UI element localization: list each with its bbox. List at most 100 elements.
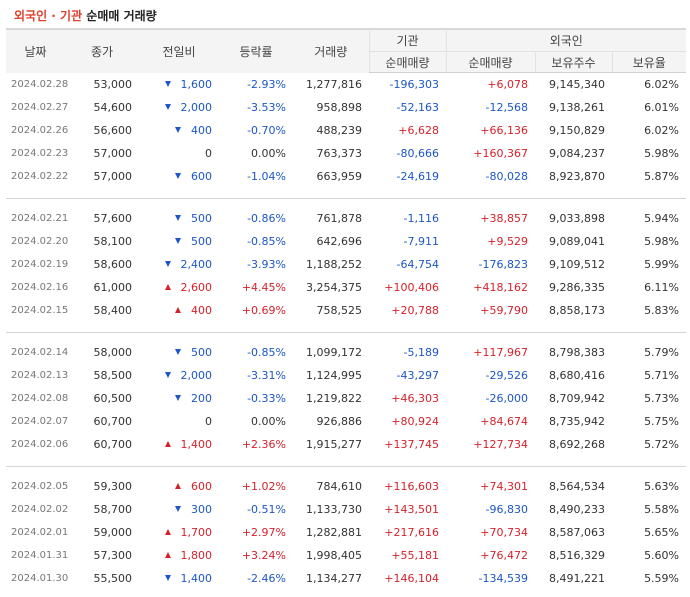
table-header: 날짜 종가 전일비 등락률 거래량 기관 외국인 순매매량 순매매량 보유주수 … [6,28,687,73]
cell-foreign-ratio: 5.99% [644,258,680,271]
cell-foreign-holdings: 9,109,512 [549,258,605,271]
table-row: 2024.02.01 59,000 1,700 +2.97% 1,282,881 +217… [6,521,686,544]
group-spacer [6,322,686,333]
cell-diff: 500 [139,230,219,253]
cell-diff: 400 [139,299,219,322]
cell-foreign-holdings: 9,138,261 [549,101,605,114]
cell-volume: 763,373 [316,147,363,160]
cell-foreign-holdings: 8,587,063 [549,526,605,539]
down-triangle-icon [175,173,181,179]
cell-foreign-net: -96,830 [485,503,528,516]
cell-foreign-holdings: 9,150,829 [549,124,605,137]
cell-diff: 2,000 [139,364,219,387]
cell-institution-net: +116,603 [384,480,439,493]
cell-institution-net: -52,163 [396,101,439,114]
cell-foreign-ratio: 5.79% [644,346,680,359]
cell-close: 57,000 [93,147,133,160]
header-rate: 등락률 [219,28,293,73]
cell-institution-net: -7,911 [403,235,439,248]
cell-date: 2024.02.21 [11,213,69,224]
cell-foreign-ratio: 6.02% [644,78,680,91]
table-body: 2024.02.28 53,000 1,600 -2.93% 1,277,816 -196… [6,73,687,591]
cell-foreign-net: +160,367 [473,147,528,160]
group-divider [6,198,687,199]
header-date: 날짜 [6,28,65,73]
cell-institution-net: +80,924 [391,415,439,428]
cell-date: 2024.02.26 [11,125,69,136]
table-row: 2024.02.23 57,000 0 0.00% 763,373 -80,666 +160… [6,142,686,165]
cell-diff: 500 [139,341,219,364]
cell-foreign-net: -134,539 [478,572,528,585]
cell-date: 2024.02.15 [11,305,69,316]
group-spacer [6,199,686,207]
cell-date: 2024.02.05 [11,481,69,492]
group-spacer [6,467,686,475]
cell-diff-value: 300 [191,503,212,516]
cell-close: 60,700 [93,415,133,428]
cell-institution-net: +146,104 [384,572,439,585]
down-triangle-icon [175,238,181,244]
cell-rate: +4.45% [241,281,286,294]
table-row: 2024.02.28 53,000 1,600 -2.93% 1,277,816 -196… [6,73,686,97]
cell-date: 2024.02.01 [11,527,69,538]
cell-rate: +1.02% [241,480,286,493]
cell-date: 2024.02.08 [11,393,69,404]
cell-foreign-holdings: 8,491,221 [549,572,605,585]
cell-foreign-holdings: 9,033,898 [549,212,605,225]
cell-foreign-holdings: 8,858,173 [549,304,605,317]
cell-foreign-net: +127,734 [473,438,528,451]
cell-rate: +0.69% [241,304,286,317]
cell-rate: -3.31% [247,369,286,382]
cell-diff-value: 1,700 [180,526,213,539]
cell-diff: 300 [139,498,219,521]
group-divider [6,466,687,467]
cell-volume: 663,959 [316,170,363,183]
down-triangle-icon [164,575,171,581]
cell-foreign-holdings: 8,490,233 [549,503,605,516]
cell-foreign-net: -80,028 [485,170,528,183]
down-triangle-icon [164,261,171,267]
header-foreign-group: 외국인 [445,28,687,52]
cell-close: 58,400 [93,304,133,317]
cell-foreign-ratio: 5.75% [644,415,680,428]
down-triangle-icon [164,80,171,87]
cell-foreign-net: +74,301 [480,480,528,493]
header-foreign-ratio: 보유율 [611,51,687,73]
cell-volume: 488,239 [316,124,363,137]
cell-foreign-holdings: 8,516,329 [549,549,605,562]
cell-diff-value: 0 [205,147,212,160]
cell-rate: +3.24% [241,549,286,562]
cell-diff-value: 2,000 [180,369,213,382]
cell-foreign-ratio: 6.01% [644,101,680,114]
table-row: 2024.02.20 58,100 500 -0.85% 642,696 -7,911 +9… [6,230,686,253]
cell-close: 55,500 [93,572,133,585]
cell-institution-net: -1,116 [403,212,439,225]
table-row: 2024.02.27 54,600 2,000 -3.53% 958,898 -52,16… [6,96,686,119]
cell-close: 60,700 [93,438,133,451]
cell-volume: 784,610 [316,480,363,493]
cell-rate: -2.93% [247,77,286,91]
cell-volume: 926,886 [316,415,363,428]
cell-diff-value: 1,600 [180,77,213,91]
header-foreign-holdings: 보유주수 [534,51,612,73]
table-row: 2024.02.02 58,700 300 -0.51% 1,133,730 +143,5… [6,498,686,521]
table-row: 2024.02.13 58,500 2,000 -3.31% 1,124,995 -43,… [6,364,686,387]
table-row: 2024.02.26 56,600 400 -0.70% 488,239 +6,628 +6… [6,119,686,142]
cell-close: 58,500 [93,369,133,382]
cell-foreign-holdings: 9,089,041 [549,235,605,248]
cell-diff: 1,600 [139,73,219,97]
cell-diff-value: 1,400 [180,438,213,451]
cell-diff-value: 200 [191,392,212,405]
cell-foreign-net: +66,136 [480,124,528,137]
cell-institution-net: +143,501 [384,503,439,516]
cell-volume: 1,915,277 [306,438,362,451]
cell-date: 2024.01.31 [11,550,69,561]
cell-rate: -0.70% [247,124,286,137]
cell-close: 56,600 [93,124,133,137]
cell-institution-net: -24,619 [396,170,439,183]
cell-diff: 400 [139,119,219,142]
table-row: 2024.01.30 55,500 1,400 -2.46% 1,134,277 +146… [6,567,686,590]
table-row: 2024.02.08 60,500 200 -0.33% 1,219,822 +46,30… [6,387,686,410]
header-foreign-net: 순매매량 [445,51,535,73]
